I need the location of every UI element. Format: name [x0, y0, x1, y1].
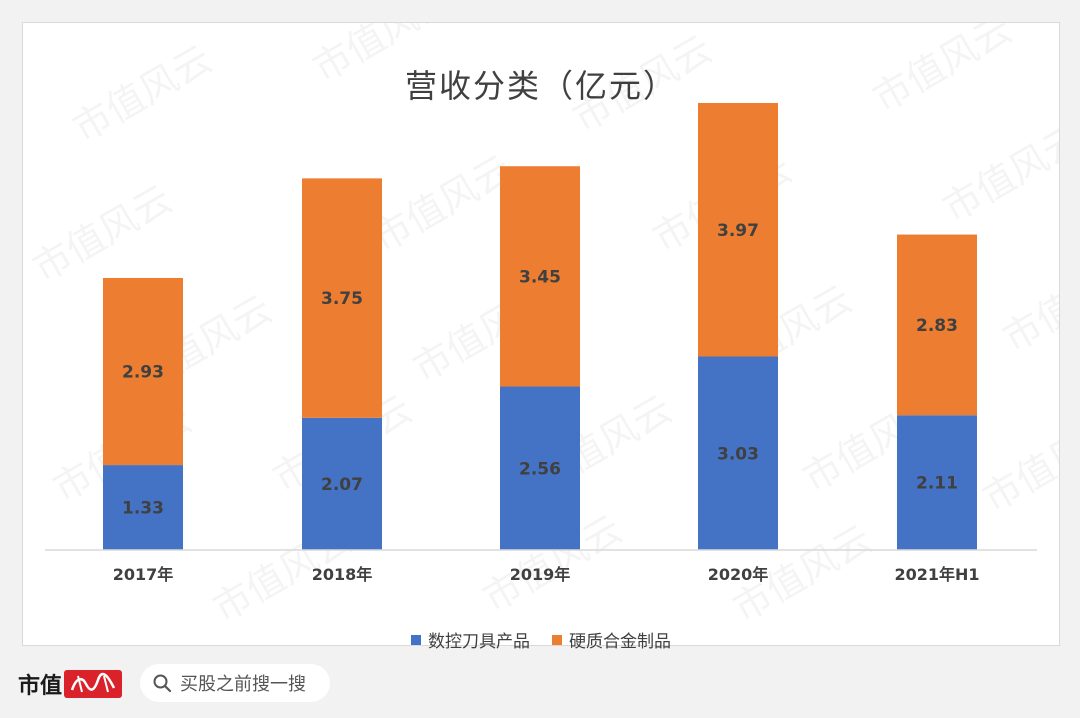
- x-tick-label: 2019年: [510, 565, 571, 584]
- data-label: 3.75: [321, 289, 363, 309]
- watermark-text: 市值风云: [936, 117, 1060, 231]
- data-label: 2.56: [519, 459, 561, 479]
- bar-segment: [897, 234, 977, 416]
- data-label: 3.45: [519, 267, 561, 287]
- x-tick-label: 2021年H1: [894, 565, 979, 584]
- bar-segment: [103, 465, 183, 550]
- bar-segment: [500, 386, 580, 550]
- x-tick-layer: 2017年 2018年 2019年 2020年 2021年H1: [113, 565, 980, 584]
- legend-label: 硬质合金制品: [569, 632, 671, 652]
- search-placeholder: 买股之前搜一搜: [180, 674, 306, 695]
- x-tick-label: 2020年: [708, 565, 769, 584]
- legend-item: 数控刀具产品: [411, 627, 530, 652]
- x-tick-label: 2018年: [312, 565, 373, 584]
- watermark-text: 市值风云: [866, 23, 1020, 121]
- bar-segment: [302, 178, 382, 418]
- bar-segment: [302, 417, 382, 550]
- footer: 市值 买股之前搜一搜: [0, 660, 1080, 718]
- data-label: 2.83: [916, 316, 958, 336]
- bar-segment: [500, 166, 580, 387]
- chart-card: 营收分类（亿元） 市值风云 市值风云 市值风云 市值风云 市值风云 市值风云 市值风云 市值风…: [22, 22, 1060, 652]
- legend-swatch: [411, 634, 421, 645]
- watermark-text: 市值风云: [26, 177, 180, 291]
- watermark-text: 市值风云: [366, 147, 520, 261]
- search-box[interactable]: 买股之前搜一搜: [140, 664, 330, 702]
- chart-title: 营收分类（亿元）: [404, 67, 677, 105]
- brand-text: 市值: [18, 674, 63, 699]
- watermark-text: 市值风云: [976, 407, 1060, 521]
- data-label: 2.11: [916, 474, 958, 494]
- watermark-text: 市值风云: [306, 23, 460, 91]
- watermark-text: 市值风云: [996, 247, 1060, 361]
- data-label: 3.97: [717, 221, 759, 241]
- search-icon: [153, 674, 172, 693]
- legend-swatch: [552, 634, 562, 645]
- data-label: 3.03: [717, 444, 759, 464]
- bar-segment: [103, 277, 183, 466]
- bar-segment: [897, 415, 977, 550]
- x-tick-label: 2017年: [113, 565, 174, 584]
- bar-segment: [698, 356, 778, 550]
- data-label: 2.07: [321, 475, 363, 495]
- watermark-text: 市值风云: [566, 27, 720, 141]
- legend-item: 硬质合金制品: [552, 627, 671, 652]
- brand-seal-logo: [64, 670, 123, 698]
- bar-layer: 1.33 2.93 2.07 3.75 2.56 3.45 3.03 3.97 2.11 2.83: [103, 103, 977, 550]
- data-label: 1.33: [122, 499, 164, 519]
- brand-logo: 市值: [18, 668, 123, 700]
- legend-label: 数控刀具产品: [428, 632, 530, 652]
- legend: 数控刀具产品 硬质合金制品: [23, 627, 1059, 652]
- bar-segment: [698, 103, 778, 357]
- data-label: 2.93: [122, 363, 164, 383]
- watermark-text: 市值风云: [66, 37, 220, 151]
